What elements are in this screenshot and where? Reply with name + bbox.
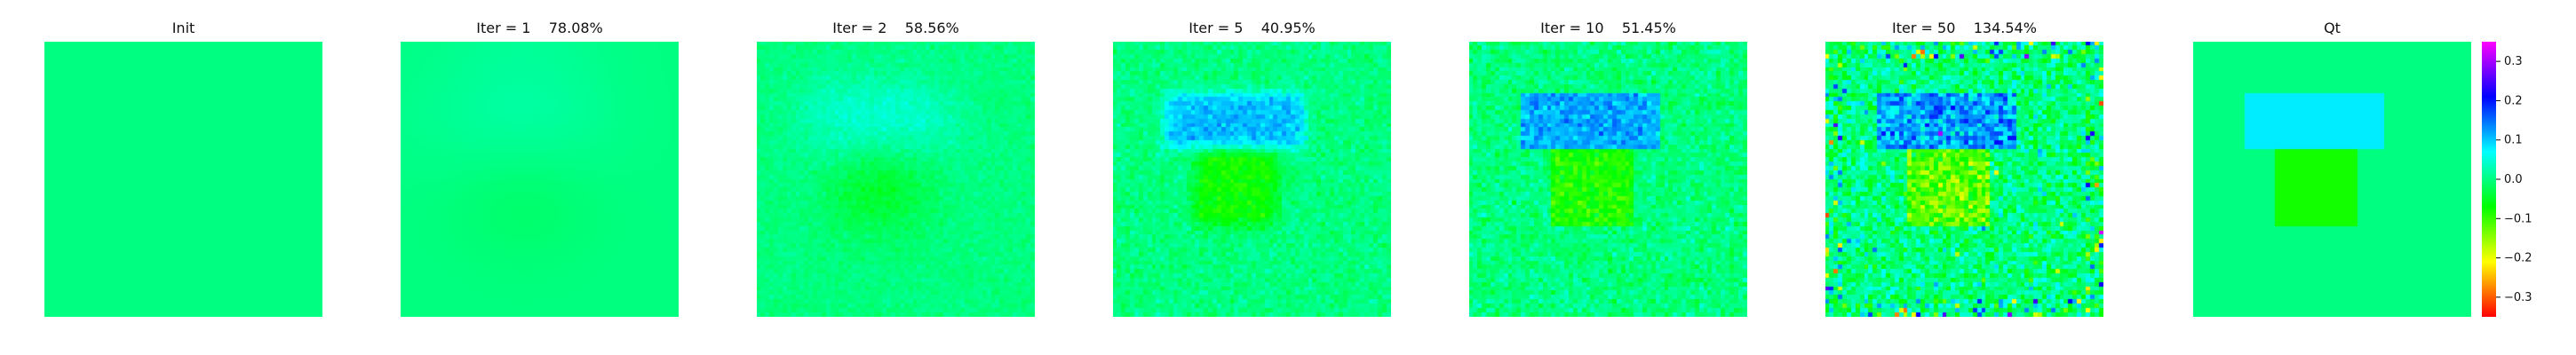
panel-title: Init <box>171 20 195 36</box>
panel-init: Init <box>44 0 322 355</box>
panel-title: Iter = 5 40.95% <box>1189 20 1316 36</box>
panel-title: Iter = 10 51.45% <box>1540 20 1676 36</box>
panel-title: Iter = 2 58.56% <box>832 20 959 36</box>
panel-qt: Qt <box>2193 0 2471 355</box>
colorbar-tick-label: 0.2 <box>2504 94 2523 107</box>
panel-title: Qt <box>2324 20 2341 36</box>
panel-title: Iter = 50 134.54% <box>1892 20 2037 36</box>
heatmap-image <box>44 42 322 317</box>
heatmap-image <box>1469 42 1747 317</box>
panel-iter-50: Iter = 50 134.54% <box>1825 0 2103 355</box>
colorbar-gradient <box>2482 42 2496 317</box>
panel-title: Iter = 1 78.08% <box>476 20 603 36</box>
heatmap-image <box>1825 42 2103 317</box>
colorbar-tick-label: −0.1 <box>2504 212 2532 225</box>
colorbar-tick-label: −0.2 <box>2504 252 2532 265</box>
heatmap-image <box>2193 42 2471 317</box>
colorbar-tick-label: 0.0 <box>2504 173 2523 186</box>
colorbar-tick-label: −0.3 <box>2504 291 2532 304</box>
colorbar-tick-label: 0.3 <box>2504 55 2523 68</box>
panel-iter-1: Iter = 1 78.08% <box>401 0 679 355</box>
colorbar-svg: 0.3 0.2 0.1 0.0 −0.1 −0.2 −0.3 <box>2482 42 2532 317</box>
panel-iter-2: Iter = 2 58.56% <box>757 0 1035 355</box>
panel-iter-10: Iter = 10 51.45% <box>1469 0 1747 355</box>
heatmap-image <box>1113 42 1391 317</box>
colorbar: 0.3 0.2 0.1 0.0 −0.1 −0.2 −0.3 <box>2482 42 2571 317</box>
colorbar-tick-label: 0.1 <box>2504 134 2523 147</box>
heatmap-image <box>757 42 1035 317</box>
panel-iter-5: Iter = 5 40.95% <box>1113 0 1391 355</box>
heatmap-image <box>401 42 679 317</box>
